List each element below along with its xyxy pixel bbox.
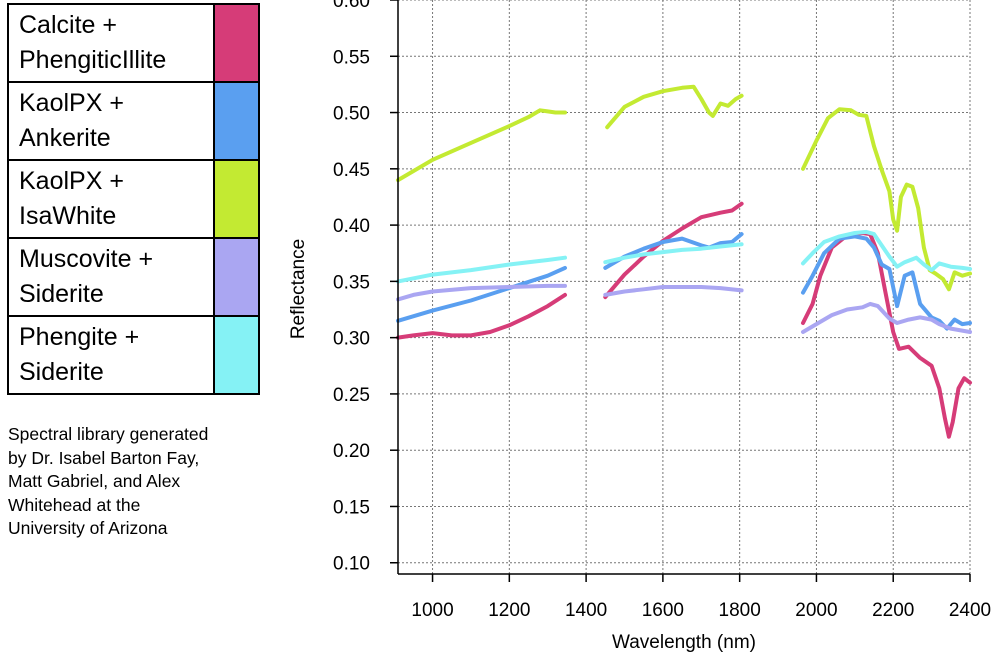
x-tick-label: 2200 bbox=[872, 600, 914, 621]
series-line bbox=[801, 107, 972, 292]
legend-label-line: Phengite + bbox=[19, 323, 140, 351]
y-tick-label: 0.60 bbox=[333, 0, 370, 12]
legend-label: Calcite + PhengiticIllite bbox=[6, 3, 216, 83]
y-tick-label: 0.30 bbox=[333, 329, 370, 350]
credit-line: University of Arizona bbox=[8, 518, 168, 538]
legend-label-line: PhengiticIllite bbox=[19, 46, 167, 74]
legend-row: Calcite + PhengiticIllite bbox=[6, 3, 260, 83]
legend-swatch bbox=[213, 3, 260, 83]
y-tick-label: 0.40 bbox=[333, 216, 370, 237]
x-tick-label: 1600 bbox=[642, 600, 684, 621]
legend-row: KaolPX + Ankerite bbox=[6, 81, 260, 161]
legend-table: Calcite + PhengiticIllite KaolPX + Ankerit… bbox=[6, 3, 260, 395]
y-tick-label: 0.35 bbox=[333, 272, 370, 293]
legend-row: Muscovite + Siderite bbox=[6, 237, 260, 317]
series-line bbox=[396, 283, 567, 302]
legend-swatch bbox=[213, 237, 260, 317]
x-axis-title: Wavelength (nm) bbox=[612, 632, 756, 653]
series-line bbox=[605, 84, 744, 130]
x-tick-label: 1200 bbox=[488, 600, 530, 621]
legend-label-line: Muscovite + bbox=[19, 245, 154, 273]
legend-label-line: Calcite + bbox=[19, 11, 117, 39]
legend-label: Phengite + Siderite bbox=[6, 315, 216, 395]
y-tick-label: 0.25 bbox=[333, 385, 370, 406]
credit-line: Matt Gabriel, and Alex bbox=[8, 471, 181, 491]
series-line bbox=[396, 292, 567, 340]
series-line bbox=[396, 255, 567, 284]
legend-label: KaolPX + IsaWhite bbox=[6, 159, 216, 239]
y-tick-label: 0.15 bbox=[333, 497, 370, 518]
legend-swatch bbox=[213, 159, 260, 239]
x-tick-label: 1000 bbox=[411, 600, 453, 621]
series-line bbox=[396, 265, 567, 323]
y-tick-label: 0.45 bbox=[333, 160, 370, 181]
y-tick-label: 0.20 bbox=[333, 441, 370, 462]
legend-swatch bbox=[213, 81, 260, 161]
series-line bbox=[603, 232, 744, 270]
series-line bbox=[603, 201, 744, 300]
credit-note: Spectral library generated by Dr. Isabel… bbox=[8, 423, 278, 541]
x-tick-label: 2000 bbox=[795, 600, 837, 621]
legend-label: KaolPX + Ankerite bbox=[6, 81, 216, 161]
series-line bbox=[396, 108, 567, 183]
legend-swatch bbox=[213, 315, 260, 395]
legend-label-line: Siderite bbox=[19, 280, 104, 308]
series-line bbox=[603, 242, 744, 265]
credit-line: by Dr. Isabel Barton Fay, bbox=[8, 447, 200, 468]
y-tick-label: 0.50 bbox=[333, 104, 370, 125]
y-tick-label: 0.10 bbox=[333, 554, 370, 575]
series-line bbox=[801, 301, 972, 334]
credit-line: Spectral library generated bbox=[8, 424, 209, 444]
series-line bbox=[801, 229, 972, 273]
legend-row: KaolPX + IsaWhite bbox=[6, 159, 260, 239]
y-axis-title: Reflectance bbox=[288, 239, 309, 339]
legend-label-line: KaolPX + bbox=[19, 167, 124, 195]
legend-label-line: IsaWhite bbox=[19, 202, 117, 230]
legend-label-line: KaolPX + bbox=[19, 89, 124, 117]
legend-label-line: Ankerite bbox=[19, 124, 111, 152]
series-line bbox=[603, 285, 744, 297]
legend-label-line: Siderite bbox=[19, 358, 104, 386]
y-tick-label: 0.55 bbox=[333, 47, 370, 68]
legend-row: Phengite + Siderite bbox=[6, 315, 260, 395]
credit-line: Whitehead at the bbox=[8, 494, 141, 515]
legend-label: Muscovite + Siderite bbox=[6, 237, 216, 317]
x-tick-label: 1800 bbox=[719, 600, 761, 621]
x-tick-label: 2400 bbox=[949, 600, 991, 621]
x-tick-label: 1400 bbox=[565, 600, 607, 621]
